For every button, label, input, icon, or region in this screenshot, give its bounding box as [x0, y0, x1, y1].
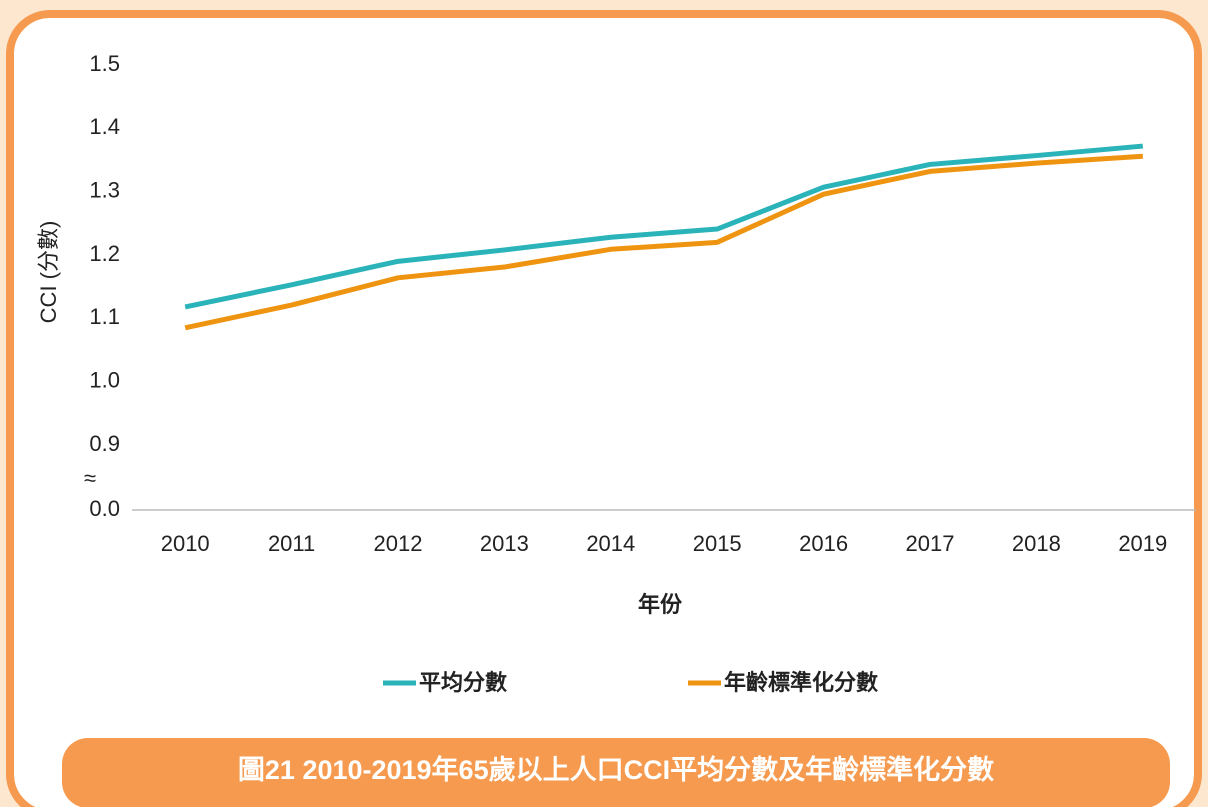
x-tick-label: 2011 — [268, 531, 315, 556]
y-tick-label: 1.4 — [89, 114, 120, 139]
x-tick-label: 2017 — [906, 531, 955, 556]
card — [6, 10, 1202, 807]
x-tick-label: 2013 — [480, 531, 529, 556]
x-tick-label: 2012 — [374, 531, 423, 556]
y-tick-label: 1.3 — [89, 177, 120, 202]
series-line — [184, 153, 1143, 331]
x-tick-label: 2010 — [161, 531, 210, 556]
y-tick-label: 0.9 — [89, 431, 120, 456]
y-tick-label: 1.2 — [89, 241, 120, 266]
y-tick-label: 0.0 — [89, 496, 120, 521]
chart-title: 圖21 2010-2019年65歲以上人口CCI平均分數及年齡標準化分數 — [238, 754, 994, 785]
y-tick-label: 1.5 — [89, 51, 120, 76]
x-tick-label: 2019 — [1118, 531, 1167, 556]
legend-label: 平均分數 — [419, 670, 507, 695]
y-tick-label: 1.1 — [89, 304, 120, 329]
x-axis-label: 年份 — [638, 592, 683, 617]
x-tick-label: 2016 — [799, 531, 848, 556]
y-axis-label: CCI (分數) — [36, 221, 61, 324]
title-banner — [62, 738, 1170, 807]
x-tick-label: 2014 — [586, 531, 635, 556]
y-tick-label: 1.0 — [89, 367, 120, 392]
series-line — [184, 143, 1144, 310]
axis-break: ≈ — [84, 465, 96, 490]
legend-label: 年齡標準化分數 — [724, 670, 878, 695]
x-tick-label: 2015 — [693, 531, 742, 556]
x-tick-label: 2018 — [1012, 531, 1061, 556]
